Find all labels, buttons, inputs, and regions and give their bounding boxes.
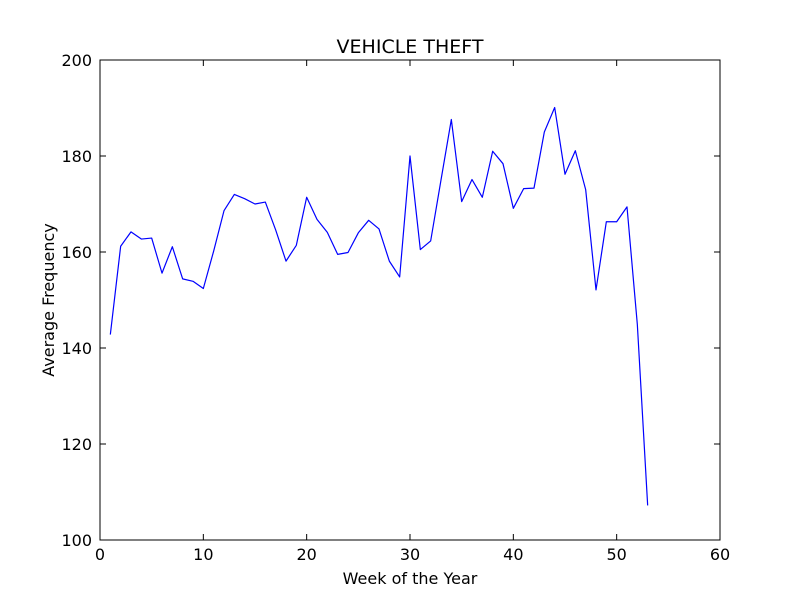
- x-axis-label: Week of the Year: [343, 569, 478, 588]
- x-tick-label: 0: [95, 545, 105, 564]
- plot-area: [109, 106, 649, 506]
- y-tick-label: 160: [61, 243, 92, 262]
- x-tick-label: 10: [193, 545, 213, 564]
- plot-frame: [99, 59, 721, 541]
- y-tick-label: 200: [61, 51, 92, 70]
- y-tick-label: 100: [61, 531, 92, 550]
- y-tick-label: 120: [61, 435, 92, 454]
- y-tick-label: 140: [61, 339, 92, 358]
- x-tick-label: 30: [400, 545, 420, 564]
- chart-title: VEHICLE THEFT: [337, 36, 484, 58]
- x-tick-label: 60: [710, 545, 730, 564]
- axis-ticks: 0 10 20 30 40 50 60 100 120 140 160 180 200: [61, 51, 730, 564]
- x-tick-label: 50: [606, 545, 626, 564]
- x-tick-label: 20: [296, 545, 316, 564]
- y-axis-label: Average Frequency: [39, 223, 58, 376]
- x-tick-label: 40: [503, 545, 523, 564]
- y-tick-label: 180: [61, 147, 92, 166]
- series-line-0: [109, 106, 649, 506]
